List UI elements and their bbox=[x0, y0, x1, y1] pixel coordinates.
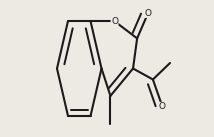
Text: O: O bbox=[145, 8, 152, 18]
Text: O: O bbox=[159, 102, 166, 111]
Text: O: O bbox=[111, 17, 118, 26]
